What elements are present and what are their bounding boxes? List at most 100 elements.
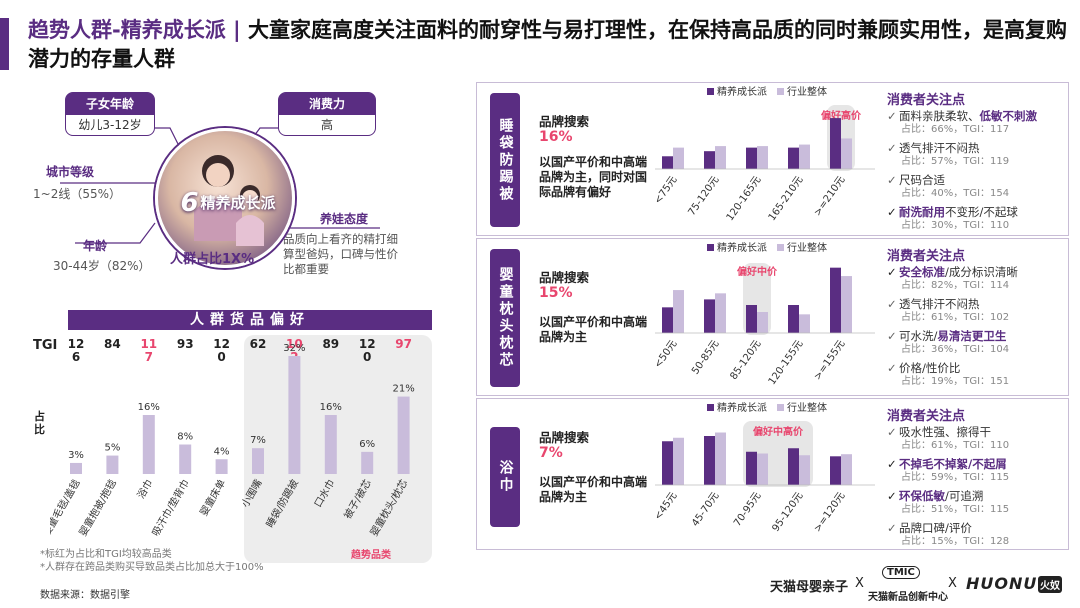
- goods-category-label: 婴童枕头/枕芯: [367, 477, 410, 538]
- concern-item: ✓ 品牌口碑/评价 占比：15%，TGI：128: [887, 521, 1067, 549]
- footer-logos: 天猫母婴亲子 X TMIC 天猫新品创新中心 X HUONU 火奴: [770, 566, 1070, 603]
- check-icon: ✓: [887, 521, 897, 535]
- page-title: 趋势人群-精养成长派 | 大童家庭高度关注面料的耐穿性与易打理性，在保持高品质的…: [28, 16, 1068, 74]
- concern-item: ✓ 耐洗耐用不变形/不起球 占比：30%，TGI：110: [887, 205, 1067, 233]
- check-icon: ✓: [887, 489, 897, 503]
- concern-text: 透气排汗不闷热: [899, 297, 980, 311]
- tgi-label: TGI: [33, 338, 58, 353]
- title-accent-bar: [0, 18, 9, 70]
- legend-label-1: 精养成长派: [717, 85, 767, 98]
- highlight-label: 偏好高价: [821, 109, 862, 122]
- goods-category-label: 婴童抱被/抱毯: [76, 477, 119, 538]
- goods-value-label: 6%: [359, 439, 375, 450]
- goods-value-label: 32%: [283, 343, 305, 354]
- goods-value-label: 16%: [138, 402, 160, 413]
- age-value: 30-44岁（82%）: [53, 259, 151, 273]
- check-icon: ✓: [887, 361, 897, 375]
- attitude-label: 养娃态度: [320, 212, 369, 226]
- concern-text: 可水洗/: [899, 329, 938, 343]
- concern-text-tail: 不变形/不起球: [945, 205, 1018, 219]
- footnote-2: *人群存在跨品类购买导致品类占比加总大于100%: [40, 562, 264, 573]
- goods-category-label: 口水巾: [311, 477, 337, 509]
- bar-industry: [757, 312, 768, 333]
- concern-stat: 占比：57%，TGI：119: [901, 156, 1010, 167]
- footnote-1: *标红为占比和TGI均较高品类: [40, 549, 172, 560]
- brand-search-label: 品牌搜索: [539, 114, 590, 129]
- price-band-label: 165-210元: [767, 174, 806, 223]
- tgi-value: 11 7: [140, 337, 157, 364]
- goods-category-label: 吸汗巾/垫背巾: [149, 477, 192, 538]
- goods-value-label: 5%: [104, 443, 120, 454]
- data-source: 数据来源：数据引擎: [40, 590, 130, 601]
- concern-stat: 占比：15%，TGI：128: [901, 536, 1010, 547]
- check-icon: ✓: [887, 425, 897, 439]
- price-band-label: 50-85元: [690, 338, 721, 376]
- concern-emphasis: 环保低敏: [899, 489, 945, 503]
- bar-persona: [830, 267, 841, 333]
- brand-description: 以国产平价和中高端品牌为主: [539, 315, 648, 344]
- bar-industry: [799, 144, 810, 169]
- highlight-label: 偏好中高价: [753, 425, 804, 438]
- concern-stat: 占比：30%，TGI：110: [901, 220, 1010, 231]
- bar-industry: [799, 455, 810, 485]
- goods-category-label: 浴巾: [134, 477, 155, 501]
- concern-item: ✓ 不掉毛不掉絮/不起屑 占比：59%，TGI：115: [887, 457, 1067, 485]
- price-band-label: 70-95元: [732, 490, 763, 528]
- check-icon: ✓: [887, 329, 897, 343]
- price-band-label: <45元: [653, 490, 680, 522]
- concern-item: ✓ 价格/性价比 占比：19%，TGI：151: [887, 361, 1067, 389]
- goods-pref-chart: 12 6 3% 婴童毛毯/盖毯 84 5% 婴童抱被/抱毯 11 7 16% 浴巾 93 8% 吸汗巾/垫…: [50, 337, 415, 538]
- legend-swatch-1: [707, 88, 714, 95]
- bar-industry: [841, 276, 852, 333]
- family-illustration: [194, 155, 264, 246]
- huonu-logo: HUONU: [966, 574, 1038, 593]
- goods-bar: [215, 459, 228, 474]
- goods-bar: [324, 415, 337, 474]
- bar-persona: [830, 118, 841, 169]
- panel-category-label: 浴巾: [490, 427, 520, 527]
- check-icon: ✓: [887, 141, 897, 155]
- concern-text-tail: /可追溯: [945, 489, 984, 503]
- concern-item: ✓ 环保低敏/可追溯 占比：51%，TGI：115: [887, 489, 1067, 517]
- child-age-label: 子女年龄: [66, 93, 154, 115]
- brand-description: 以国产平价和中高端品牌为主: [539, 475, 648, 504]
- price-band-label: 120-155元: [767, 338, 806, 387]
- concern-title: 消费者关注点: [887, 93, 966, 108]
- goods-bar: [142, 415, 155, 474]
- goods-value-label: 8%: [177, 432, 193, 443]
- goods-category-label: 婴童毛毯/盖毯: [50, 477, 83, 538]
- goods-bar: [252, 448, 264, 474]
- price-band-label: 45-70元: [690, 490, 721, 528]
- bar-persona: [788, 448, 799, 485]
- bar-industry: [757, 453, 768, 485]
- concern-text: 吸水性强、擦得干: [899, 425, 991, 439]
- concern-emphasis: 耐洗耐用: [899, 205, 945, 219]
- tgi-value: 84: [104, 337, 121, 351]
- goods-bar: [70, 462, 82, 474]
- bar-persona: [746, 451, 757, 485]
- child-age-value: 幼儿3-12岁: [78, 118, 142, 132]
- tgi-value: 12 6: [68, 337, 85, 364]
- city-value: 1~2线（55%）: [33, 187, 121, 201]
- concern-emphasis: 低敏不刺激: [979, 109, 1038, 123]
- goods-value-label: 4%: [214, 446, 230, 457]
- panel-category-label: 婴童枕头枕芯: [490, 249, 520, 387]
- spending-label: 消费力: [279, 93, 375, 115]
- concern-item: ✓ 尺码合适 占比：40%，TGI：154: [887, 173, 1067, 201]
- concern-stat: 占比：40%，TGI：154: [901, 188, 1010, 199]
- goods-bar: [106, 455, 119, 474]
- bar-industry: [841, 454, 852, 485]
- goods-bar: [361, 451, 374, 474]
- tgi-value: 89: [322, 337, 339, 351]
- goods-pref-title: 人群货品偏好: [68, 310, 432, 330]
- concern-text: 透气排汗不闷热: [899, 141, 980, 155]
- concern-item: ✓ 安全标准/成分标识清晰 占比：82%，TGI：114: [887, 265, 1067, 293]
- price-band-label: 120-165元: [725, 174, 764, 223]
- spending-value: 高: [320, 118, 333, 132]
- concern-text: 品牌口碑/评价: [899, 521, 972, 535]
- persona-number: 6: [180, 188, 199, 218]
- trend-label: 趋势品类: [351, 550, 391, 561]
- tmall-logo: 天猫母婴亲子: [770, 580, 849, 595]
- legend-label-2: 行业整体: [787, 85, 827, 98]
- price-chart: 偏好中高价 精养成长派 行业整体 <45元 45-70元 70-95元 95-120元 >=1…: [653, 401, 875, 534]
